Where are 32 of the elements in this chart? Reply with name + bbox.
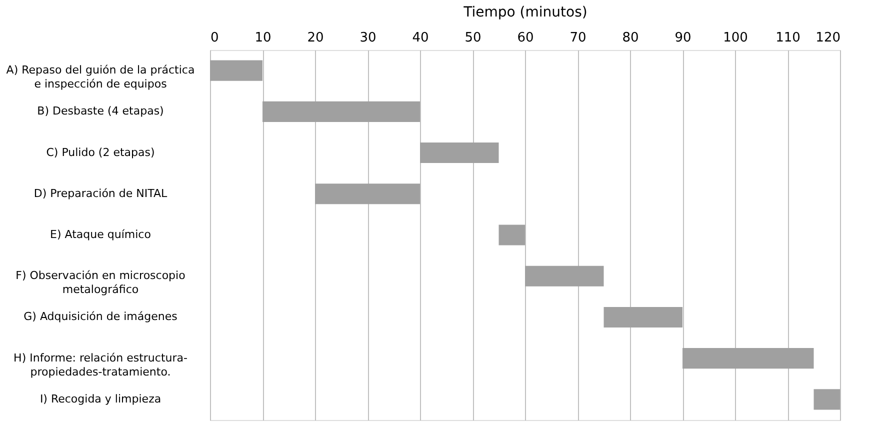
y-tick-label: A) Repaso del guión de la práctica e inspección de equipos: [6, 64, 195, 91]
y-tick-label: B) Desbaste (4 etapas): [37, 104, 164, 118]
y-tick-label: C) Pulido (2 etapas): [46, 146, 155, 159]
bar: [498, 224, 525, 246]
x-tick-label: 0: [210, 30, 219, 46]
x-tick-label: 60: [517, 30, 534, 46]
x-tick-label: 50: [464, 30, 482, 46]
x-tick-label: 70: [570, 30, 586, 46]
x-axis-title: Tiempo (minutos): [462, 4, 588, 20]
y-tick-label: I) Recogida y limpieza: [40, 392, 162, 406]
x-tick-label: 30: [360, 30, 376, 46]
x-tick-label: 80: [622, 30, 639, 46]
bar: [525, 266, 604, 286]
x-tick-label: 100: [723, 30, 748, 46]
bar: [682, 348, 814, 369]
bar: [262, 101, 420, 122]
y-tick-label: E) Ataque químico: [50, 228, 152, 241]
y-tick-label: H) Informe: relación estructura- propiedades-tratamiento.: [14, 351, 188, 378]
y-tick-label: D) Preparación de NITAL: [34, 186, 168, 200]
x-tick-label: 10: [254, 30, 272, 46]
y-tick-label: G) Adquisición de imágenes: [24, 310, 178, 324]
x-tick-label: 90: [674, 30, 692, 46]
bar: [420, 142, 499, 164]
bar: [315, 184, 420, 204]
x-tick-label: 120: [816, 30, 840, 46]
bar: [814, 389, 840, 410]
y-tick-label: F) Observación en microscopio metalográfico: [16, 269, 186, 296]
x-tick-label: 110: [776, 30, 800, 46]
x-tick-label: 20: [307, 30, 324, 46]
bar: [210, 60, 262, 81]
x-tick-label: 40: [412, 30, 429, 46]
bar: [604, 306, 682, 328]
